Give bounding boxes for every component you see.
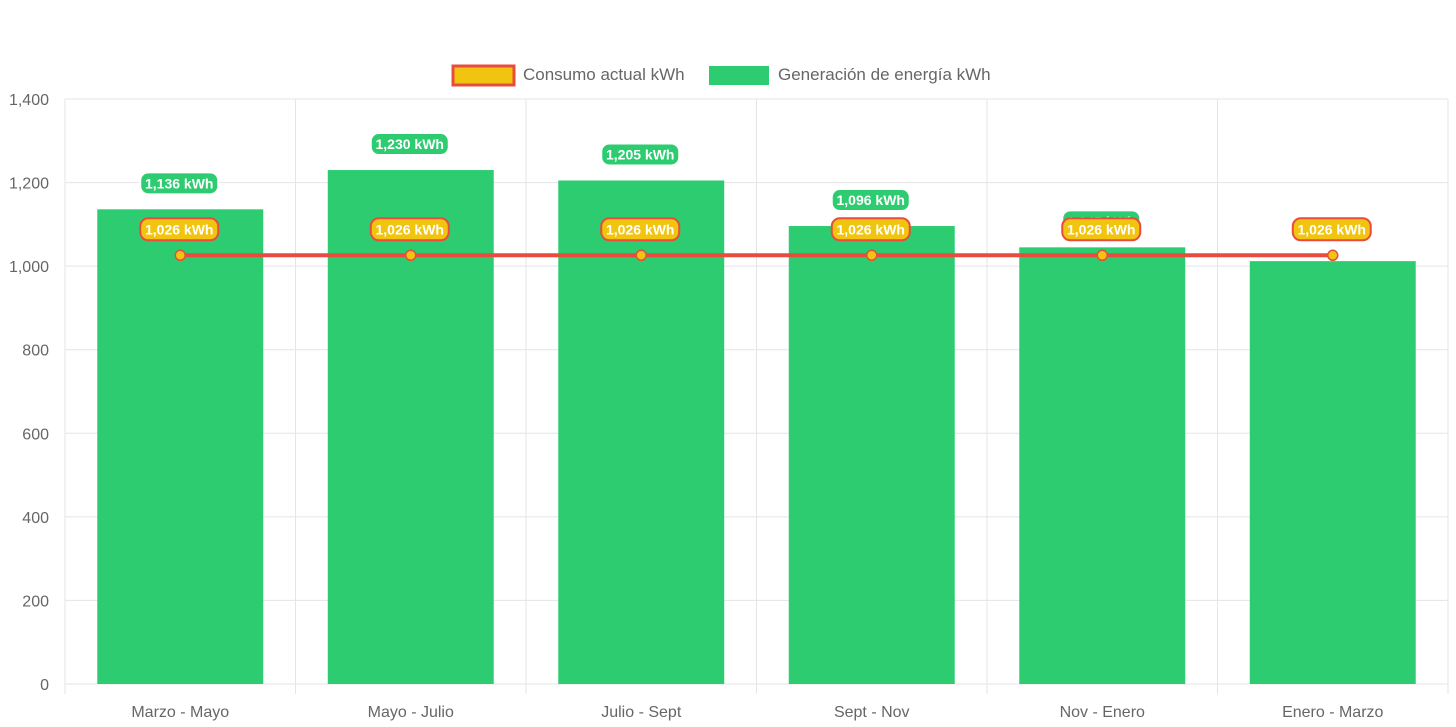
line-value-label-box [139,217,220,242]
consumption-point[interactable] [174,249,186,262]
line-value-label-text: 1,026 kWh [145,221,213,237]
y-tick-label: 1,200 [9,176,49,193]
line-value-label-text: 1,026 kWh [1298,221,1366,237]
consumption-point[interactable] [1327,249,1339,262]
bar-value-label-box [139,171,220,196]
legend: Consumo actual kWh Generación de energía… [451,64,991,87]
consumption-point[interactable] [635,249,647,262]
bar[interactable] [1019,247,1186,684]
bar-value-label: 1,205 kWh [600,142,681,167]
consumption-point[interactable] [1096,249,1108,262]
bar-value-label-text: 1,230 kWh [376,136,444,152]
consumption-point[interactable] [866,249,878,262]
line-value-label-box [830,217,911,242]
grid [64,98,1449,694]
line-value-label: 1,026 kWh [830,217,911,242]
bar-value-label: 1,136 kWh [139,171,220,196]
consumption-line [174,249,1339,262]
line-value-label-text: 1,026 kWh [1067,221,1135,237]
line-value-label-box [1061,217,1142,242]
legend-item-generacion[interactable]: Generación de energía kWh [709,65,991,85]
x-tick-label: Nov - Enero [1060,704,1145,721]
bars [97,170,1416,685]
bar-value-label: 1,096 kWh [830,188,911,213]
y-tick-label: 600 [22,426,49,443]
y-tick-label: 1,000 [9,259,49,276]
line-value-label: 1,026 kWh [1061,217,1142,242]
bar-value-label: 1,230 kWh [369,132,450,157]
y-tick-label: 400 [22,510,49,527]
line-value-label: 1,026 kWh [600,217,681,242]
legend-swatch-generacion [709,66,769,85]
line-value-label-box [1291,217,1372,242]
line-value-label: 1,026 kWh [139,217,220,242]
bar[interactable] [558,180,725,684]
y-tick-label: 200 [22,593,49,610]
bar-value-label-text: 1,205 kWh [606,146,674,162]
legend-swatch-consumo [451,64,516,87]
consumption-point[interactable] [405,249,417,262]
bar[interactable] [327,170,494,685]
line-value-label-text: 1,026 kWh [837,221,905,237]
x-tick-label: Marzo - Mayo [131,704,229,721]
line-value-label-text: 1,026 kWh [376,221,444,237]
legend-item-consumo[interactable]: Consumo actual kWh [451,64,685,87]
x-tick-label: Sept - Nov [834,704,910,721]
bar-value-label-text: 1,136 kWh [145,175,213,191]
x-tick-label: Enero - Marzo [1282,704,1383,721]
x-tick-label: Mayo - Julio [368,704,454,721]
bar[interactable] [788,226,955,684]
x-tick-label: Julio - Sept [601,704,682,721]
y-tick-label: 0 [40,677,49,694]
y-tick-label: 1,400 [9,92,49,109]
line-value-label: 1,026 kWh [369,217,450,242]
legend-label-generacion: Generación de energía kWh [778,65,991,84]
bar-value-label-box [830,188,911,213]
bar[interactable] [97,209,264,685]
bar-value-label-text: 1,096 kWh [837,192,905,208]
line-value-label-box [600,217,681,242]
line-value-label: 1,026 kWh [1291,217,1372,242]
y-tick-label: 800 [22,343,49,360]
x-axis-ticks: Marzo - Mayo Mayo - Julio Julio - Sept Sept… [131,704,1383,721]
line-value-label-text: 1,026 kWh [606,221,674,237]
bar-value-label-box [369,132,450,157]
y-axis-ticks: 0 200 400 600 800 1,000 1,200 1,400 [9,92,49,694]
legend-label-consumo: Consumo actual kWh [523,65,685,84]
line-value-label-box [369,217,450,242]
bar[interactable] [1249,261,1416,684]
bar-value-label-box [600,142,681,167]
